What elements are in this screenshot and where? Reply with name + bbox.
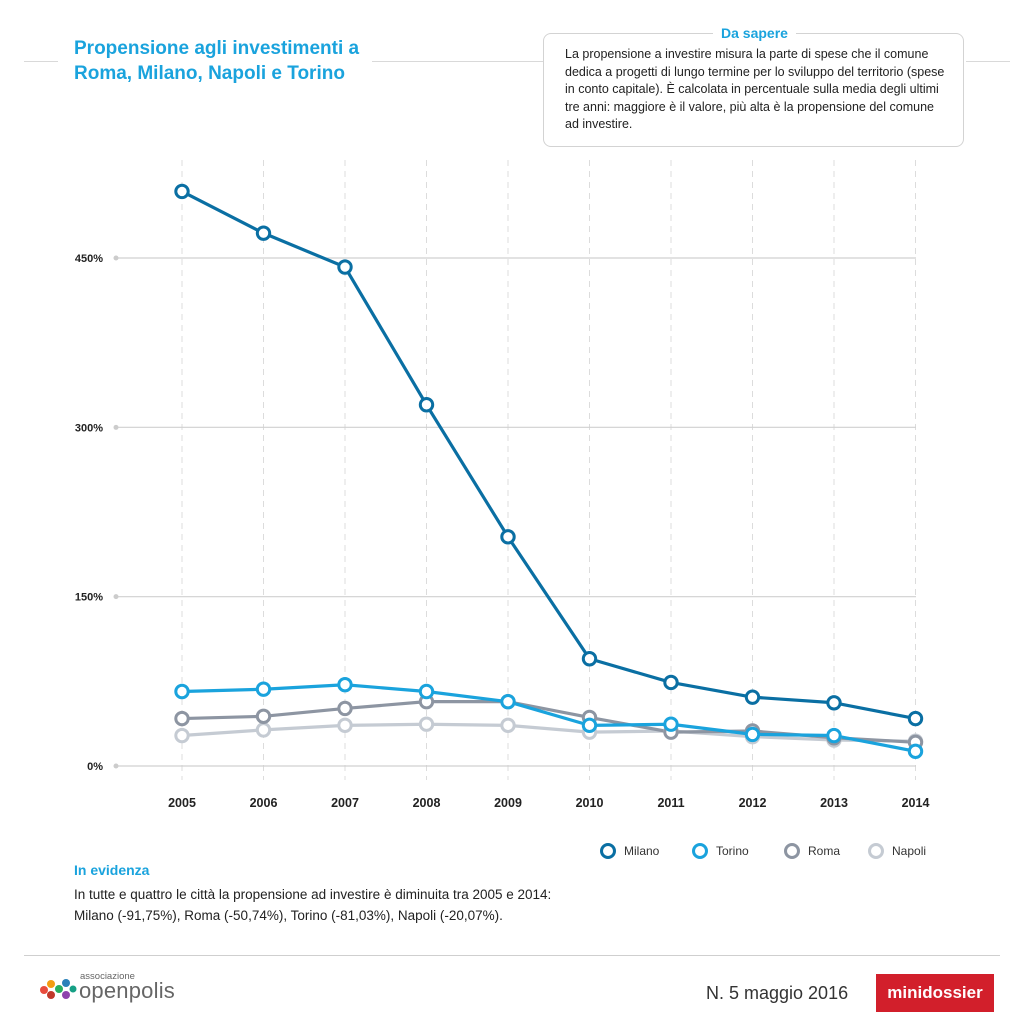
data-point-milano xyxy=(581,651,598,667)
data-point-torino xyxy=(337,677,353,693)
x-tick-label: 2005 xyxy=(168,796,196,810)
legend-item-torino: Torino xyxy=(692,842,749,860)
legend-item-napoli: Napoli xyxy=(868,842,926,860)
data-point-torino xyxy=(663,716,679,732)
page-title: Propensione agli investimenti a Roma, Mi… xyxy=(74,38,360,84)
x-tick-label: 2011 xyxy=(657,796,684,810)
info-label: Da sapere xyxy=(713,24,796,42)
header-rule-right xyxy=(966,61,1010,62)
data-point-milano xyxy=(826,695,842,711)
legend-label-milano: Milano xyxy=(624,844,660,858)
legend-label-torino: Torino xyxy=(716,844,749,858)
data-point-roma xyxy=(174,710,190,727)
footer-rule xyxy=(24,955,1000,956)
x-tick-label: 2010 xyxy=(576,796,604,810)
data-point-napoli xyxy=(337,717,353,734)
legend-item-milano: Milano xyxy=(600,842,659,860)
data-point-milano xyxy=(255,225,272,241)
y-tick-label: 150% xyxy=(75,592,103,604)
info-text: La propensione a investire misura la par… xyxy=(565,47,945,131)
openpolis-logo-icon xyxy=(40,979,77,999)
data-point-napoli xyxy=(174,727,190,744)
series-line-torino xyxy=(181,683,916,753)
y-tick-dot xyxy=(113,255,119,261)
legend-marker-napoli xyxy=(868,843,884,859)
data-point-roma xyxy=(337,700,353,717)
data-point-torino xyxy=(907,743,924,760)
data-point-torino xyxy=(255,681,272,697)
series-line-milano xyxy=(181,189,916,721)
x-tick-label: 2006 xyxy=(250,796,278,810)
minidossier-badge: minidossier xyxy=(876,974,994,1012)
data-point-napoli xyxy=(418,716,435,732)
data-point-torino xyxy=(174,683,190,700)
data-point-milano xyxy=(337,259,353,275)
x-tick-label: 2014 xyxy=(902,796,930,810)
x-tick-label: 2007 xyxy=(331,796,359,810)
logo-text: openpolis xyxy=(79,978,175,1003)
y-tick-dot xyxy=(113,424,119,430)
data-point-milano xyxy=(500,529,516,545)
data-point-milano xyxy=(418,397,435,413)
x-tick-label: 2008 xyxy=(413,796,441,810)
header-rule-left xyxy=(24,61,58,62)
series-line-napoli xyxy=(181,722,916,743)
issue-date: N. 5 maggio 2016 xyxy=(706,983,849,1003)
data-point-torino xyxy=(418,683,435,700)
legend-marker-roma xyxy=(784,843,800,859)
x-tick-label: 2009 xyxy=(494,796,522,810)
evidence-line-1: In tutte e quattro le città la propensio… xyxy=(74,887,552,902)
evidence-title: In evidenza xyxy=(74,862,150,878)
y-tick-label: 300% xyxy=(75,422,103,434)
x-tick-label: 2013 xyxy=(820,796,848,810)
y-tick-label: 450% xyxy=(75,253,103,265)
y-tick-dot xyxy=(113,594,119,600)
data-point-milano xyxy=(174,183,190,200)
legend-label-napoli: Napoli xyxy=(892,844,927,858)
logo-small-text: associazione xyxy=(80,971,135,982)
data-point-milano xyxy=(663,674,679,691)
data-point-milano xyxy=(744,689,761,705)
data-point-milano xyxy=(907,710,924,727)
y-tick-dot xyxy=(113,763,119,769)
data-point-roma xyxy=(255,708,272,725)
data-point-torino xyxy=(744,726,761,743)
legend-item-roma: Roma xyxy=(784,842,840,860)
evidence-line-2: Milano (-91,75%), Roma (-50,74%), Torino… xyxy=(74,908,503,923)
evidence-text: In tutte e quattro le città la propensio… xyxy=(74,884,634,926)
legend-marker-milano xyxy=(600,843,616,859)
header-rule-mid xyxy=(372,61,544,62)
data-point-napoli xyxy=(500,717,516,734)
data-point-torino xyxy=(500,693,516,710)
data-point-torino xyxy=(826,727,842,744)
data-point-torino xyxy=(581,717,598,734)
y-tick-label: 0% xyxy=(87,761,103,773)
legend-marker-torino xyxy=(692,843,708,859)
legend-label-roma: Roma xyxy=(808,844,841,858)
x-tick-label: 2012 xyxy=(739,796,767,810)
data-point-napoli xyxy=(255,722,272,738)
line-chart: 0% 150% 300% 450% 2005 2006 2007 2008 2009 2010 20… xyxy=(75,160,930,810)
